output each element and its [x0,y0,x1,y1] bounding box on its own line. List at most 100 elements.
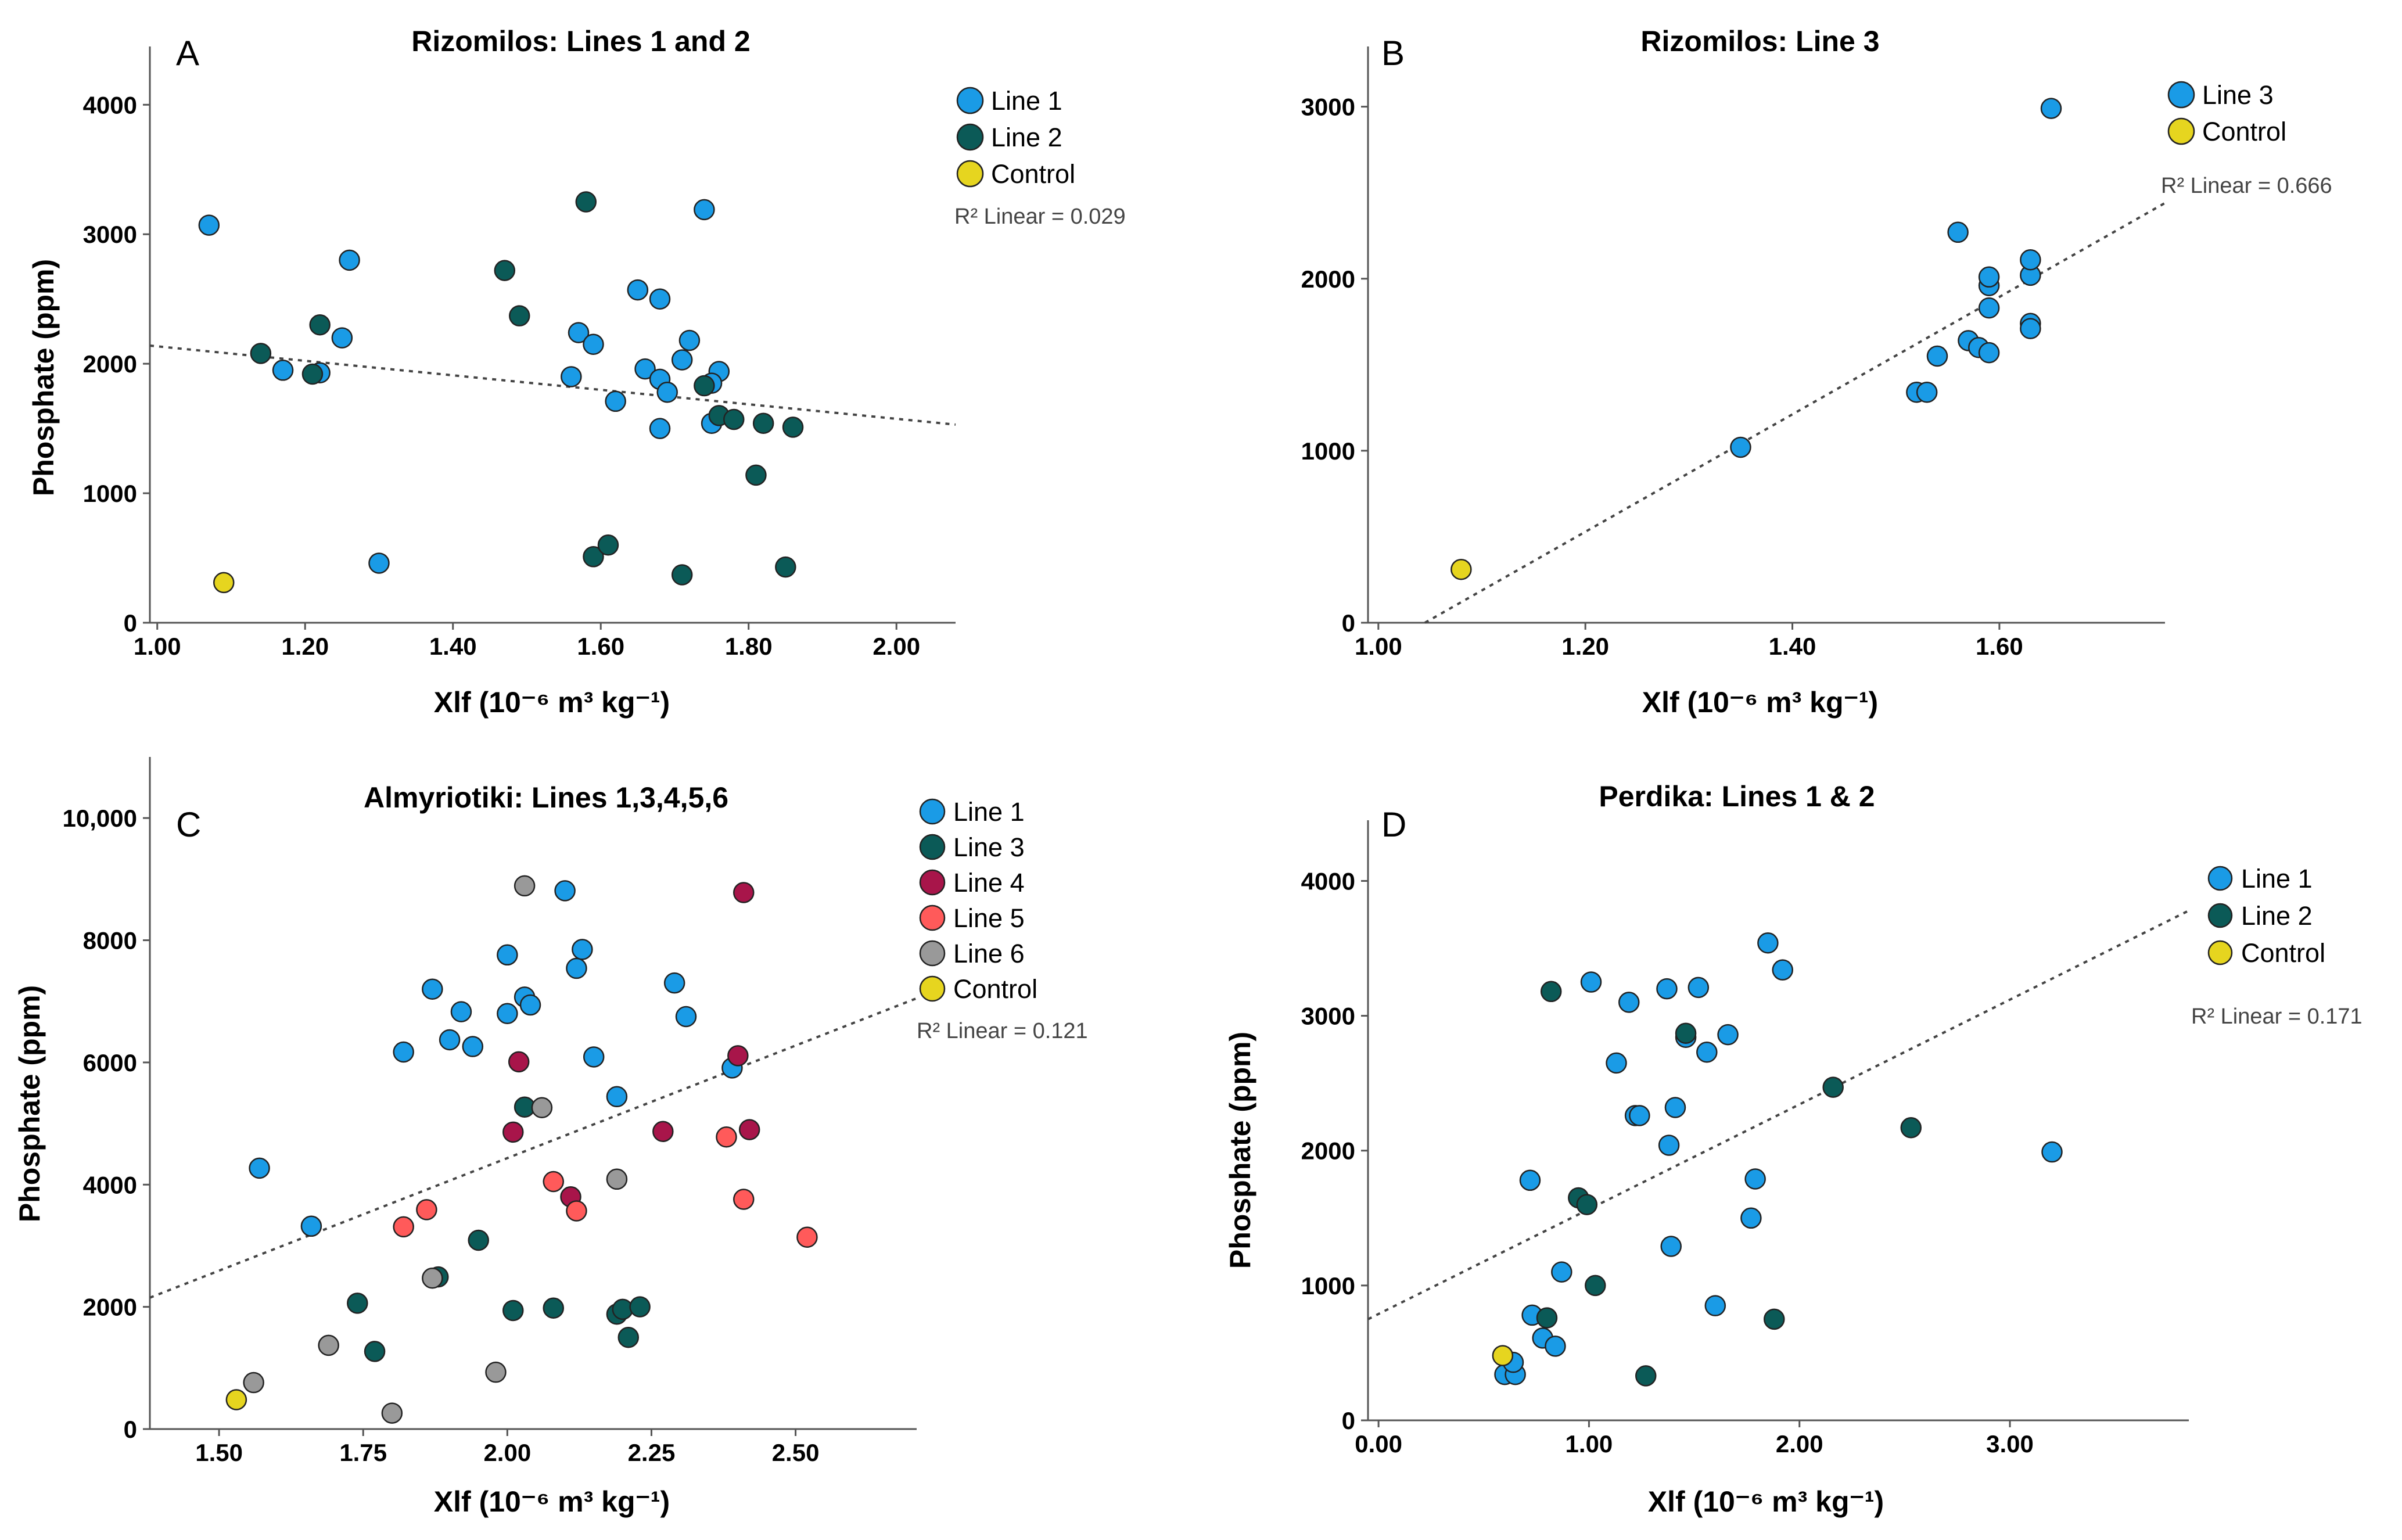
panel-a-r2-label: R² Linear = 0.029 [954,204,1126,229]
panel-d-point-line-1 [1757,932,1779,954]
panel-c-letter: C [176,805,201,844]
panel-d-x-tick-label: 1.00 [1566,1430,1613,1458]
panel-a-legend-label-line-1: Line 1 [991,86,1062,116]
panel-a-point-line-2 [508,305,530,326]
panel-c-point-line-6 [422,1267,443,1289]
panel-d-point-line-2 [1764,1308,1785,1330]
panel-a-point-line-1 [368,552,390,574]
panel-c-point-line-1 [497,944,518,966]
panel-c-point-line-1 [519,994,541,1016]
panel-c-point-line-6 [606,1168,628,1190]
panel-d-point-line-1 [1740,1207,1762,1229]
panel-c-point-line-4 [727,1045,749,1067]
panel-d-point-control [1492,1345,1514,1366]
panel-b-point-line-3 [1916,381,1938,403]
panel-a-x-tick-label: 1.00 [134,633,181,660]
panel-d-point-line-1 [1618,992,1640,1013]
panel-c-fit-line [149,997,917,1299]
panel-c-legend-marker-line-4 [919,869,946,896]
panel-c-point-line-5 [796,1226,818,1248]
panel-c-point-line-6 [318,1334,339,1356]
panel-d-title: Perdika: Lines 1 & 2 [1599,780,1875,813]
panel-c-legend-marker-line-5 [919,904,946,931]
panel-c-point-line-5 [393,1216,414,1238]
panel-d-point-line-1 [1551,1261,1572,1283]
panel-c-y-tick-label: 6000 [83,1049,137,1076]
panel-d-point-line-1 [1606,1052,1627,1074]
panel-a-letter: A [176,34,199,73]
panel-a-point-line-1 [339,249,360,271]
panel-c-point-line-1 [300,1215,322,1237]
panel-c-point-line-1 [663,972,685,994]
panel-b-letter: B [1381,34,1405,73]
panel-a-x-tick-label: 1.80 [725,633,773,660]
panel-c-x-tick-label: 2.00 [483,1439,531,1466]
panel-d-point-line-2 [1635,1365,1657,1387]
panel-d-point-line-2 [1576,1194,1598,1215]
panel-a-legend-label-line-2: Line 2 [991,123,1062,152]
panel-d-point-line-1 [1580,971,1602,993]
panel-d-point-line-2 [1536,1307,1558,1329]
panel-b-legend-label-line-3: Line 3 [2202,80,2274,110]
panel-a-point-line-2 [597,534,619,556]
panel-a-y-tick-label: 3000 [83,221,137,248]
panel-c-x-tick-label: 2.25 [628,1439,676,1466]
panel-c-point-line-1 [572,939,593,960]
panel-a-x-tick-label: 1.60 [577,633,624,660]
panel-b-point-line-3 [1947,221,1969,243]
panel-c-point-line-5 [543,1171,564,1193]
panel-d-point-line-2 [1585,1275,1606,1297]
panel-c-point-line-6 [485,1361,507,1383]
panel-c-point-line-3 [347,1293,368,1314]
panel-a-point-line-1 [671,349,693,371]
panel-c-point-line-3 [468,1229,489,1251]
panel-b-legend-marker-control [2167,117,2195,145]
panel-a-point-line-1 [634,358,656,380]
panel-c-point-line-3 [364,1341,386,1362]
panel-c-point-line-6 [514,875,536,897]
panel-d-letter: D [1381,805,1406,844]
panel-c-legend-marker-line-3 [919,834,946,860]
panel-b-r2-label: R² Linear = 0.666 [2161,174,2332,198]
panel-d-point-line-2 [1675,1022,1697,1044]
panel-b-point-line-3 [1730,436,1751,458]
panel-d-point-line-2 [1822,1076,1844,1098]
panel-c-y-tick-label: 10,000 [63,805,137,832]
panel-b-point-line-3 [1978,297,2000,319]
panel-c-point-line-3 [617,1326,640,1348]
panel-d-r2-label: R² Linear = 0.171 [2191,1004,2362,1029]
panel-c-point-line-1 [497,1003,518,1025]
panel-d-point-line-1 [1744,1168,1766,1190]
panel-c-legend-label-control: Control [953,974,1037,1004]
panel-d-legend-marker-line-1 [2207,866,2233,891]
panel-c-point-line-3 [612,1298,634,1320]
panel-d-point-line-1 [1629,1105,1650,1126]
panel-d-y-tick-label: 4000 [1301,867,1355,895]
panel-d-legend-marker-line-2 [2207,903,2233,928]
panel-d-fit-line [1367,909,2189,1320]
panel-b-point-line-3 [1978,266,2000,288]
panel-a-point-line-2 [782,417,804,438]
panel-b-point-line-3 [1978,342,2000,364]
panel-d-y-tick-label: 2000 [1301,1137,1355,1165]
panel-a-title: Rizomilos: Lines 1 and 2 [411,25,750,58]
panel-c-point-line-1 [554,880,576,902]
panel-c-point-line-1 [583,1046,605,1068]
panel-c-y-tick-label: 2000 [83,1294,137,1321]
panel-d-legend-label-control: Control [2241,938,2325,968]
panel-c-point-line-3 [629,1296,651,1318]
panel-d-y-tick-label: 0 [1342,1407,1355,1434]
panel-c-point-line-5 [416,1199,437,1220]
panel-c-point-line-1 [566,957,587,979]
panel-a-point-line-1 [605,390,626,412]
panel-a-point-line-2 [745,464,767,486]
panel-a-point-line-1 [568,322,590,343]
panel-c-legend-marker-control [919,975,946,1002]
panel-d: Perdika: Lines 1 & 2 D Phosphate (ppm) X… [1224,780,2362,1518]
panel-a-point-line-2 [775,556,796,578]
panel-d-legend-label-line-1: Line 1 [2241,864,2313,893]
panel-b: Rizomilos: Line 3 B Xlf (10⁻⁶ m³ kg⁻¹) R… [1301,25,2332,719]
panel-d-ylabel: Phosphate (ppm) [1224,1032,1256,1269]
panel-b-point-line-3 [2020,249,2041,271]
panel-a-point-line-2 [301,363,324,385]
